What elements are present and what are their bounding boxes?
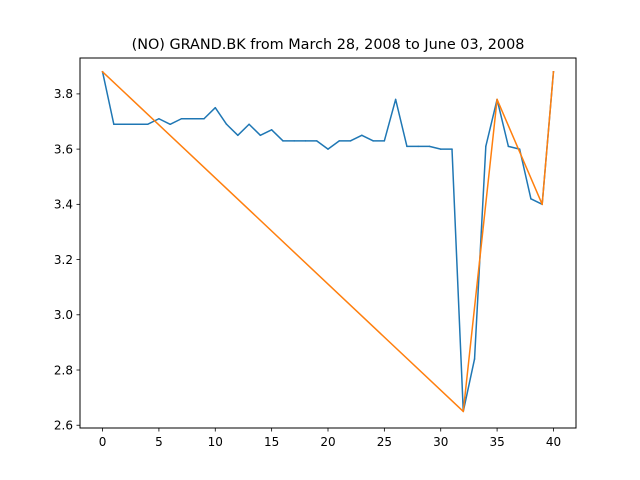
series-1-point [135, 123, 138, 126]
x-tick-label: 15 [264, 435, 279, 449]
series-2-point [552, 71, 555, 73]
series-1-point [259, 134, 262, 137]
series-1-point [270, 129, 273, 131]
series-1-point [113, 123, 115, 126]
series-1-point [282, 140, 284, 142]
series-1-point [293, 140, 295, 142]
series-1-point [225, 123, 228, 126]
x-tick-label: 40 [546, 435, 561, 449]
series-1-point [237, 134, 239, 137]
y-tick-label: 3.2 [54, 253, 73, 267]
series-2-point [541, 203, 543, 206]
series-2-point [101, 71, 104, 73]
x-tick-label: 30 [433, 435, 448, 449]
x-tick-label: 5 [155, 435, 163, 449]
series-1-point [248, 123, 250, 126]
series-1-point [304, 140, 307, 142]
series-1-point [315, 140, 318, 142]
series-2-point [496, 98, 498, 101]
series-1-point [406, 145, 408, 148]
plot-area [101, 70, 555, 413]
series-1-point [473, 358, 476, 360]
series-1-point [349, 140, 352, 142]
x-tick-label: 35 [489, 435, 504, 449]
series-1-point [507, 145, 510, 148]
y-tick-label: 3.8 [54, 87, 73, 101]
x-tick-label: 10 [208, 435, 223, 449]
series-1-point [428, 145, 431, 148]
y-tick-label: 3.6 [54, 142, 73, 156]
series-1-point [146, 123, 149, 126]
series-1-point [530, 198, 532, 200]
series-1-point [158, 118, 160, 120]
series-1-point [372, 140, 374, 142]
series-2 [101, 70, 555, 413]
x-tick-label: 0 [99, 435, 107, 449]
series-1-point [383, 140, 386, 142]
series-1-point [124, 123, 126, 126]
chart-title: (NO) GRAND.BK from March 28, 2008 to Jun… [132, 37, 525, 53]
series-1-point [451, 148, 453, 150]
series-1-point [485, 145, 487, 148]
series-1-point [169, 123, 171, 126]
series-2-point [462, 410, 465, 413]
series-1-point [361, 134, 363, 137]
series-1-point [327, 148, 329, 150]
series-1-point [180, 118, 183, 120]
series-1-point [439, 148, 442, 150]
series-1-point [203, 118, 205, 120]
series-1-point [214, 106, 217, 109]
series-1-point [338, 140, 341, 142]
x-tick-label: 20 [320, 435, 335, 449]
x-axis: 0 5 10 15 20 25 30 35 40 [99, 428, 561, 449]
y-tick-label: 2.6 [54, 419, 73, 433]
y-tick-label: 3.0 [54, 308, 73, 322]
y-tick-label: 2.8 [54, 363, 73, 377]
x-tick-label: 25 [377, 435, 392, 449]
series-1-point [394, 98, 397, 101]
y-tick-label: 3.4 [54, 198, 73, 212]
series-1-point [191, 118, 194, 120]
y-axis: 2.6 2.8 3.0 3.2 3.4 3.6 3.8 [54, 87, 80, 433]
series-1-point [417, 145, 419, 148]
